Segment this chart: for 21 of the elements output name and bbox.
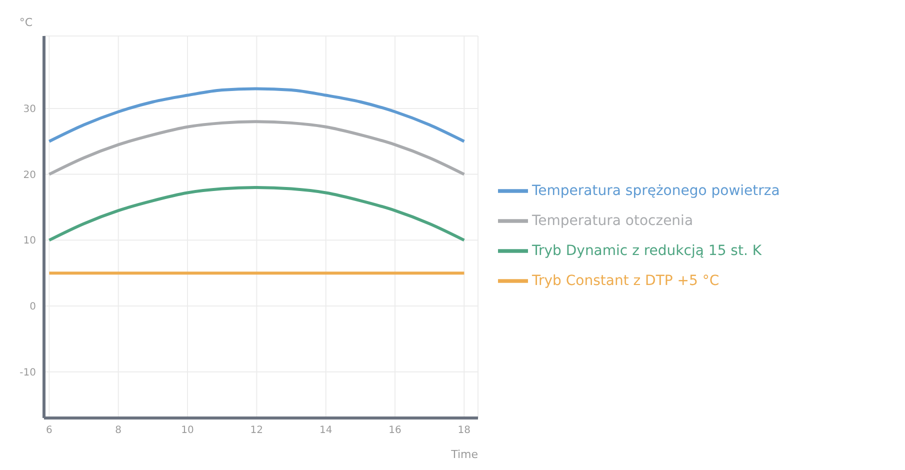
line-series	[48, 120, 466, 176]
x-tick-label: 18	[458, 425, 471, 436]
legend-label: Temperatura otoczenia	[532, 212, 694, 228]
x-tick-label: 6	[46, 425, 52, 436]
legend-label: Tryb Constant z DTP +5 °C	[532, 272, 720, 288]
x-tick-label: 16	[388, 425, 402, 436]
x-tick-label: 10	[181, 425, 194, 436]
legend-label: Tryb Dynamic z redukcją 15 st. K	[532, 242, 762, 258]
y-tick-label: 10	[23, 236, 36, 247]
legend-label: Temperatura sprężonego powietrza	[532, 182, 780, 198]
x-tick-label: 14	[319, 425, 332, 436]
y-tick-label: 30	[23, 104, 36, 115]
x-tick-label: 12	[250, 425, 264, 436]
line-series	[48, 87, 466, 143]
y-tick-label: -10	[20, 367, 36, 378]
y-tick-label: 20	[23, 170, 36, 181]
x-tick-label: 8	[115, 425, 122, 436]
x-axis-title: Time	[450, 448, 478, 461]
line-series	[48, 186, 466, 242]
y-axis-title: °C	[19, 16, 33, 29]
y-tick-label: 0	[30, 302, 36, 313]
